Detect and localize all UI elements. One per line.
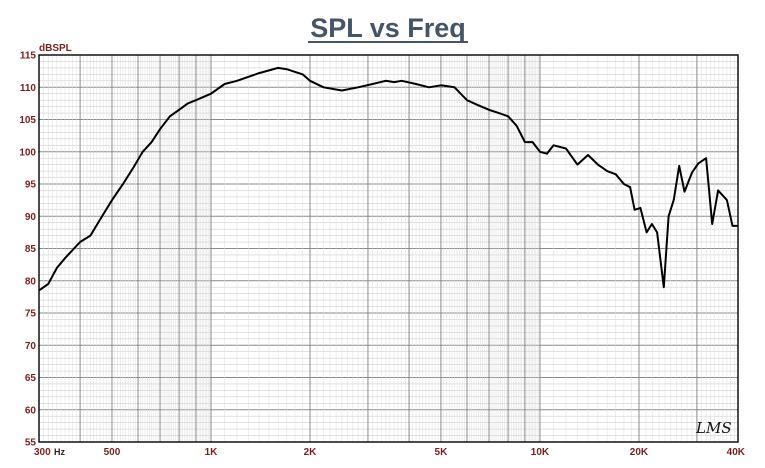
y-tick-label: 55: [25, 438, 37, 449]
x-tick-label: 40K: [727, 447, 746, 458]
chart-title: SPL vs Freq: [310, 13, 466, 43]
x-tick-labels: 300 500 1K 2K 5K 10K 20K 40K: [34, 447, 746, 458]
y-tick-label: 100: [19, 147, 36, 158]
y-tick-label: 90: [25, 212, 37, 223]
y-tick-label: 95: [25, 180, 37, 191]
y-tick-label: 65: [25, 373, 37, 384]
x-tick-label: 20K: [630, 447, 649, 458]
y-tick-labels: 55 60 65 70 75 80 85 90 95 100 105 110 115: [19, 51, 36, 449]
y-tick-label: 110: [20, 83, 37, 94]
signature-logo: LMS: [695, 419, 732, 437]
y-tick-label: 115: [20, 51, 37, 62]
grid: [39, 55, 738, 442]
x-tick-label: 500: [104, 447, 121, 458]
y-axis-label: dBSPL: [39, 43, 72, 54]
x-tick-label: 2K: [304, 447, 318, 458]
spl-series-line: [38, 66, 738, 292]
y-tick-label: 60: [25, 405, 37, 416]
x-tick-label: 5K: [435, 447, 449, 458]
x-unit-label: Hz: [54, 447, 65, 457]
y-tick-label: 70: [25, 341, 37, 352]
plot-frame: [38, 54, 739, 443]
x-tick-label: 300: [34, 447, 51, 458]
y-tick-label: 85: [25, 244, 37, 255]
x-tick-label: 1K: [205, 447, 219, 458]
y-tick-label: 80: [25, 276, 37, 287]
y-tick-label: 105: [19, 115, 36, 126]
y-tick-label: 75: [25, 309, 37, 320]
x-tick-label: 10K: [531, 447, 550, 458]
